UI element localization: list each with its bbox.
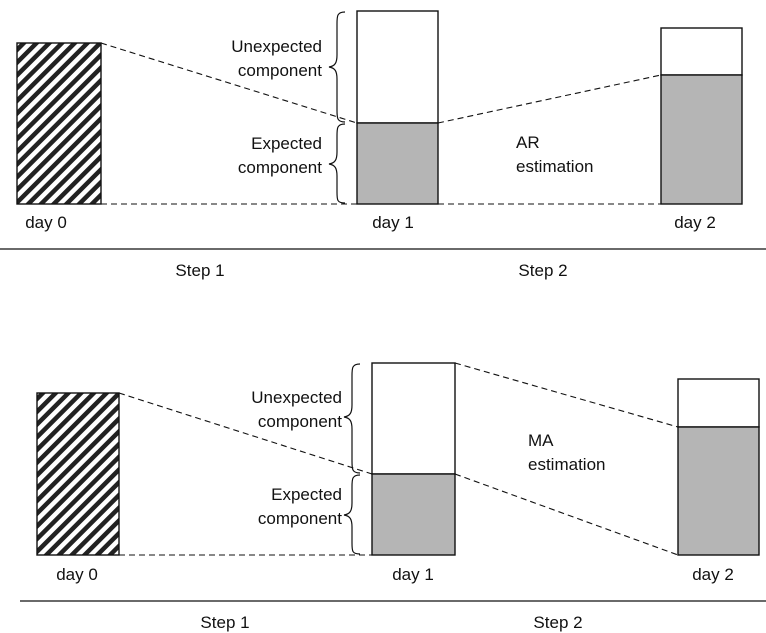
expected-brace — [343, 474, 361, 555]
unexpected-label-line1: Unexpected — [251, 388, 342, 407]
day2-label: day 2 — [692, 565, 734, 584]
step1-label: Step 1 — [200, 613, 249, 632]
connector-day1-top — [454, 362, 679, 428]
step2-label: Step 2 — [533, 613, 582, 632]
unexpected-brace — [328, 11, 346, 123]
unexpected-label-line2: component — [238, 61, 322, 80]
connector-day1-top — [437, 74, 662, 124]
day2-expected-segment — [660, 74, 743, 205]
connector-day0-top — [118, 392, 373, 475]
estimation-label-line1: AR — [516, 133, 540, 152]
expected-label-line1: Expected — [271, 485, 342, 504]
step2-label: Step 2 — [518, 261, 567, 280]
day0-bar — [36, 392, 120, 556]
day1-label: day 1 — [372, 213, 414, 232]
expected-label-line2: component — [258, 509, 342, 528]
panel-ar: Unexpected component Expected component … — [0, 10, 766, 280]
day2-unexpected-segment — [677, 378, 760, 428]
unexpected-label-line1: Unexpected — [231, 37, 322, 56]
unexpected-label-line2: component — [258, 412, 342, 431]
unexpected-brace — [343, 363, 361, 474]
expected-brace — [328, 123, 346, 204]
day1-expected-segment — [356, 122, 439, 205]
day1-label: day 1 — [392, 565, 434, 584]
expected-label-line2: component — [238, 158, 322, 177]
day1-expected-segment — [371, 473, 456, 556]
connector-day0-top — [100, 42, 358, 124]
day1-unexpected-segment — [356, 10, 439, 124]
estimation-label-line2: estimation — [528, 455, 605, 474]
connector-day1-bottom — [454, 473, 679, 556]
expected-label-line1: Expected — [251, 134, 322, 153]
day0-bar — [16, 42, 102, 205]
day0-label: day 0 — [25, 213, 67, 232]
estimation-label-line1: MA — [528, 431, 554, 450]
estimation-label-line2: estimation — [516, 157, 593, 176]
day2-expected-segment — [677, 426, 760, 556]
day2-label: day 2 — [674, 213, 716, 232]
day1-unexpected-segment — [371, 362, 456, 475]
day2-unexpected-segment — [660, 27, 743, 76]
panel-ma: Unexpected component Expected component … — [20, 362, 766, 632]
day0-label: day 0 — [56, 565, 98, 584]
step1-label: Step 1 — [175, 261, 224, 280]
